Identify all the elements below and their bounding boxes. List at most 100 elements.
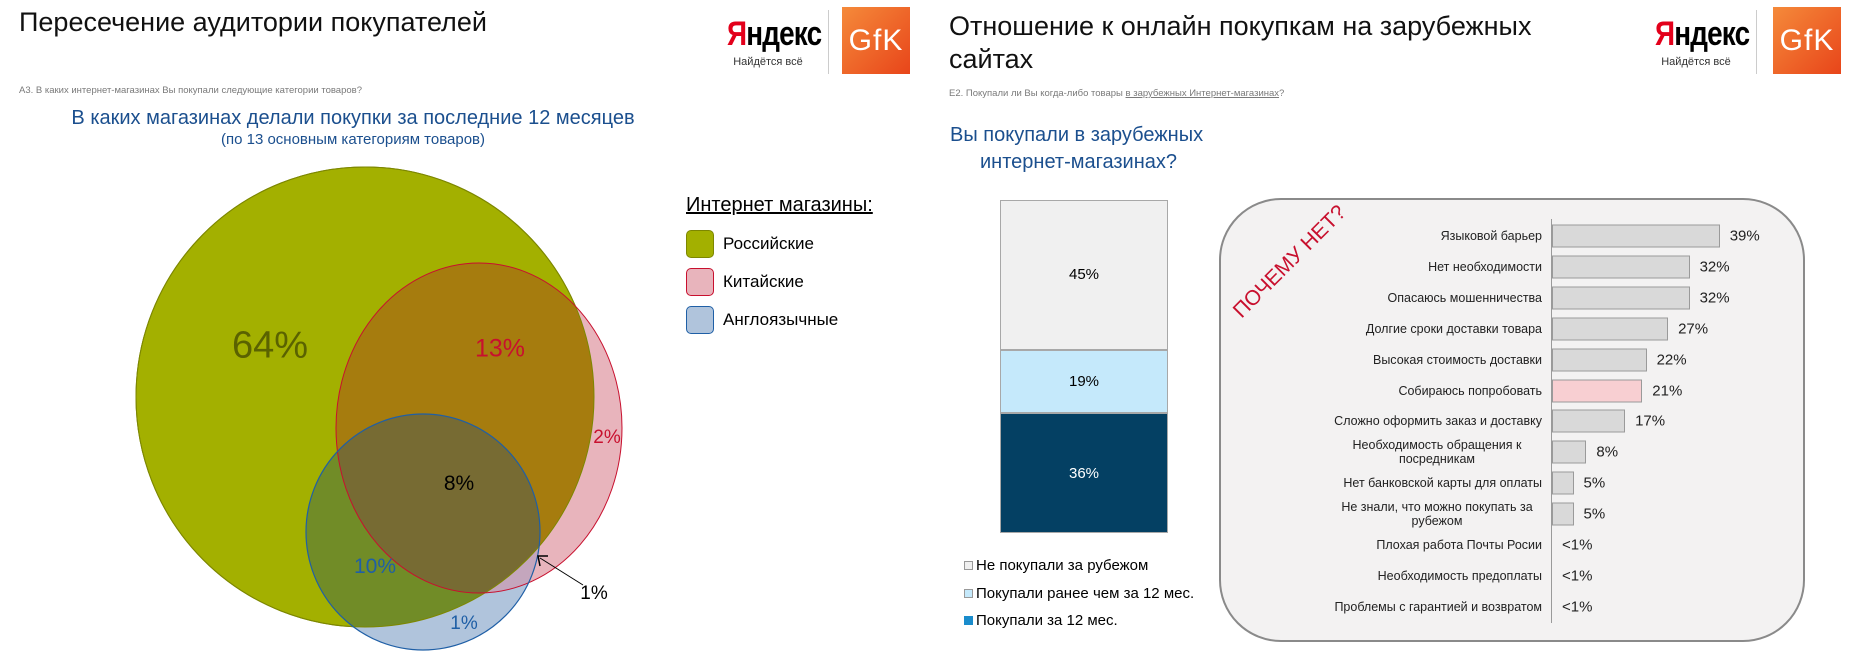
reason-label: Необходимость обращения к посредникам [1352, 438, 1522, 467]
venn-legend-title: Интернет магазины: [686, 194, 873, 216]
reason-label: Не знали, что можно покупать за рубежом [1341, 500, 1533, 529]
venn-outline-chinese [335, 262, 623, 594]
reason-label: Собираюсь попробовать [1398, 383, 1542, 398]
reason-value-label: 5% [1583, 505, 1606, 523]
venn-label-russian-chinese: 13% [474, 334, 526, 363]
legend-marker [964, 561, 973, 570]
reason-value-label: 32% [1699, 258, 1730, 276]
yandex-tagline: Найдётся всё [733, 56, 803, 68]
reason-label: Нет банковской карты для оплаты [1343, 476, 1542, 491]
legend-marker [964, 616, 973, 625]
venn-outline-english [305, 413, 541, 651]
yandex-tagline: Найдётся всё [1661, 56, 1731, 68]
legend-swatch-chinese [686, 268, 714, 296]
venn-label-chinese-english: 1% [580, 583, 608, 604]
reason-label: Необходимость предоплаты [1377, 568, 1542, 583]
venn-label-russian-english: 10% [353, 555, 397, 578]
yandex-logo-word: ндекс [1674, 15, 1750, 53]
right-title-line-2: сайтах [949, 44, 1034, 74]
reason-value-label: 39% [1729, 227, 1760, 245]
legend-label: Не покупали за рубежом [976, 557, 1149, 574]
reason-bar [1552, 286, 1690, 310]
question-underlined: в зарубежных Интернет-магазинах [1125, 88, 1280, 99]
venn-label-english-only: 1% [450, 613, 478, 634]
reason-value-label: 22% [1656, 351, 1687, 369]
stacked-bar: 45% 19% 36% [1000, 200, 1168, 533]
reason-bar [1552, 224, 1720, 248]
stacked-segment-2: 36% [1000, 413, 1168, 533]
right-question: Е2. Покупали ли Вы когда-либо товары в з… [949, 88, 1284, 99]
venn-label-russian-only: 64% [231, 324, 309, 367]
right-slide-title: Отношение к онлайн покупкам на зарубежны… [949, 10, 1531, 76]
stacked-legend-item: Покупали за 12 мес. [964, 612, 1118, 629]
why-not-panel [1219, 198, 1805, 642]
reason-bar [1552, 564, 1554, 587]
legend-swatch-english [686, 306, 714, 334]
reason-label: Сложно оформить заказ и доставку [1334, 414, 1542, 429]
reason-label: Проблемы с гарантией и возвратом [1334, 599, 1542, 614]
reason-value-label: 32% [1699, 289, 1730, 307]
reason-value-label: 21% [1652, 382, 1683, 399]
bar-heading-line-1: Вы покупали в зарубежных [950, 124, 1204, 146]
reason-bar [1552, 255, 1690, 279]
reason-value-label: <1% [1562, 598, 1593, 616]
venn-diagram [135, 166, 623, 651]
logo-divider [828, 10, 829, 74]
logo-divider-right [1756, 10, 1757, 74]
legend-label: Покупали за 12 мес. [976, 612, 1118, 629]
yandex-logo-right: Яндекс Найдётся всё [1646, 14, 1750, 68]
reason-value-label: 17% [1635, 412, 1666, 430]
reason-label: Плохая работа Почты Росии [1376, 538, 1542, 552]
venn-heading: В каких магазинах делали покупки за посл… [71, 107, 635, 129]
gfk-logo: GfK [842, 7, 910, 74]
venn-callout-arrowhead [537, 555, 548, 567]
reason-value-label: 27% [1678, 320, 1709, 338]
left-slide-title: Пересечение аудитории покупателей [19, 7, 487, 37]
legend-marker [964, 589, 973, 598]
reason-bar [1552, 595, 1554, 618]
question-mark: ? [1279, 88, 1285, 99]
reason-label: Высокая стоимость доставки [1372, 352, 1542, 367]
yandex-logo-y: Я [1655, 15, 1675, 53]
reasons-axis [1551, 219, 1552, 623]
reason-bar [1552, 379, 1643, 402]
yandex-logo-word: ндекс [746, 15, 822, 53]
venn-callout-arrow [539, 557, 584, 586]
legend-label: Покупали ранее чем за 12 мес. [976, 585, 1195, 602]
stacked-legend-item: Не покупали за рубежом [964, 557, 1148, 574]
stacked-segment-label: 19% [1068, 372, 1100, 390]
legend-label-chinese: Китайские [723, 272, 804, 291]
venn-label-chinese-only: 2% [593, 427, 621, 448]
right-title-line-1: Отношение к онлайн покупкам на зарубежны… [949, 11, 1532, 41]
stacked-segment-0: 45% [1000, 200, 1168, 350]
legend-swatch-russian [686, 230, 714, 258]
stacked-legend-item: Покупали ранее чем за 12 мес. [964, 585, 1194, 602]
venn-label-all-three: 8% [443, 472, 475, 495]
gfk-logo-right: GfK [1773, 7, 1841, 74]
stacked-segment-label: 36% [1068, 464, 1100, 482]
reason-bar [1552, 409, 1626, 433]
yandex-logo: Яндекс Найдётся всё [718, 14, 822, 68]
reason-value-label: <1% [1562, 567, 1593, 585]
legend-label-english: Англоязычные [723, 310, 839, 329]
reason-value-label: 8% [1596, 443, 1619, 461]
reason-bar [1552, 317, 1669, 341]
reason-bar [1552, 471, 1574, 495]
reason-bar [1552, 534, 1554, 557]
reason-bar [1552, 348, 1647, 372]
left-question: А3. В каких интернет-магазинах Вы покупа… [19, 85, 362, 96]
reason-bar [1552, 440, 1587, 464]
venn-subheading: (по 13 основным категориям товаров) [220, 131, 486, 148]
reason-value-label: <1% [1562, 536, 1593, 554]
reason-label: Нет необходимости [1428, 259, 1542, 274]
reason-value-label: 5% [1583, 474, 1606, 492]
reason-label: Опасаюсь мошенничества [1387, 290, 1542, 305]
stacked-segment-label: 45% [1068, 266, 1100, 284]
stacked-segment-1: 19% [1000, 349, 1168, 414]
question-text: Е2. Покупали ли Вы когда-либо товары [949, 88, 1126, 99]
legend-label-russian: Российские [723, 234, 814, 253]
yandex-logo-y: Я [727, 15, 747, 53]
venn-outline-russian [135, 166, 595, 628]
reason-label: Языковой барьер [1440, 229, 1542, 243]
bar-heading-line-2: интернет-магазинах? [980, 151, 1177, 173]
